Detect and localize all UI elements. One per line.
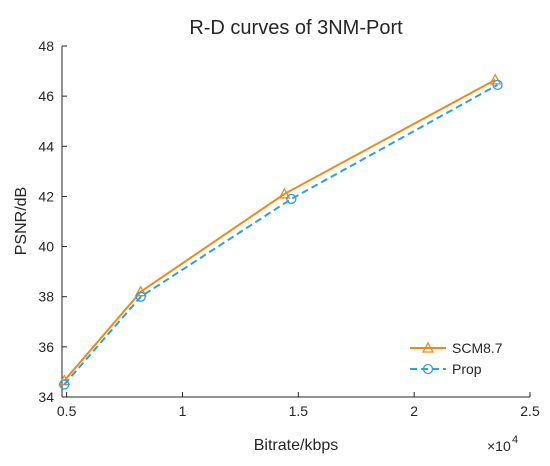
legend-marker: [422, 363, 434, 375]
data-point: [59, 379, 70, 390]
legend-marker: [421, 341, 435, 353]
x-multiplier-base: ×10: [487, 438, 511, 454]
y-tick-label: 38: [38, 289, 54, 305]
series-layer: [58, 73, 503, 390]
series-line: [63, 83, 499, 386]
data-point: [489, 73, 502, 85]
x-tick-label: 1: [179, 403, 187, 419]
x-axis-ticks: 0.5 1 1.5 2 2.5: [57, 392, 540, 419]
legend-label: Prop: [452, 361, 482, 377]
y-tick-label: 34: [38, 389, 54, 405]
legend-label: SCM8.7: [452, 340, 503, 356]
x-multiplier-exponent: 4: [512, 434, 518, 446]
y-tick-label: 48: [38, 38, 54, 54]
series-line: [63, 78, 496, 382]
data-point: [135, 291, 146, 302]
x-tick-label: 0.5: [57, 403, 77, 419]
y-tick-label: 36: [38, 339, 54, 355]
x-tick-label: 2: [410, 403, 418, 419]
legend-item: SCM8.7: [410, 340, 503, 356]
chart-title: R-D curves of 3NM-Port: [189, 17, 403, 39]
legend-item: Prop: [410, 361, 482, 377]
plot-frame: [61, 46, 530, 398]
y-tick-label: 44: [38, 138, 54, 154]
y-axis-ticks: 34 36 38 40 42 44 46 48: [38, 38, 67, 405]
data-point: [286, 193, 297, 205]
data-point: [278, 187, 291, 199]
x-tick-label: 2.5: [520, 403, 540, 419]
series-prop: [59, 79, 503, 390]
legend-box: [400, 333, 530, 383]
y-axis-label: PSNR/dB: [13, 187, 30, 255]
data-point: [492, 79, 503, 91]
x-tick-label: 1.5: [289, 403, 309, 419]
y-tick-label: 40: [38, 239, 54, 255]
y-tick-label: 42: [38, 188, 54, 204]
legend: SCM8.7 Prop: [400, 333, 530, 383]
x-axis-multiplier: ×10 4: [487, 434, 518, 454]
x-axis-label: Bitrate/kbps: [254, 437, 338, 454]
y-tick-label: 46: [38, 88, 54, 104]
